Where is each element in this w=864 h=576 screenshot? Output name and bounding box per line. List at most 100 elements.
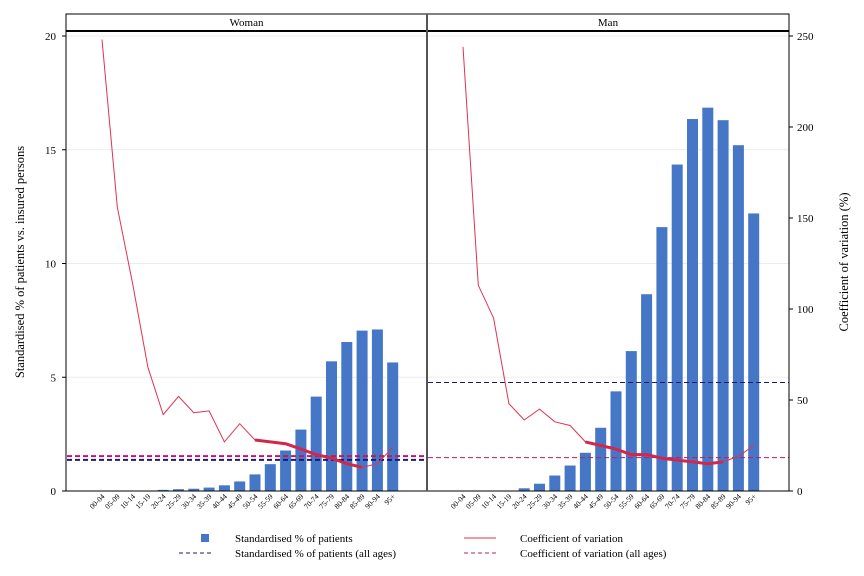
- bar: [188, 488, 200, 491]
- panel-man: 00-0405-0910-1415-1920-2425-2930-3435-39…: [426, 13, 790, 511]
- x-tick-label: 85-89: [709, 492, 728, 511]
- legend-swatch-bars: [201, 534, 209, 542]
- panel-woman: 00-0405-0910-1415-1920-2425-2930-3435-39…: [65, 13, 428, 511]
- legend-label: Standardised % of patients (all ages): [235, 548, 396, 560]
- bar: [748, 213, 760, 491]
- x-tick-label: 40-44: [210, 492, 229, 511]
- legend-item: Standardised % of patients: [201, 533, 353, 545]
- bar: [173, 489, 184, 491]
- x-tick-label: 30-34: [540, 492, 559, 511]
- x-tick-label: 80-84: [332, 492, 351, 511]
- x-tick-label: 45-49: [225, 492, 244, 511]
- bar: [356, 330, 368, 491]
- y-tick-label-left: 0: [51, 486, 57, 498]
- x-tick-label: 20-24: [149, 492, 168, 511]
- x-tick-label: 10-14: [118, 492, 137, 511]
- legend-item: Standardised % of patients (all ages): [179, 548, 396, 560]
- x-tick-label: 20-24: [510, 492, 529, 511]
- y-tick-label-left: 5: [51, 372, 57, 384]
- x-tick-label: 65-69: [287, 492, 306, 511]
- x-tick-label: 15-19: [495, 492, 514, 511]
- y-tick-label-left: 20: [45, 31, 57, 43]
- x-tick-label: 25-29: [525, 492, 544, 511]
- bar: [326, 361, 337, 491]
- panel-title: Woman: [230, 17, 264, 29]
- bar: [280, 450, 292, 491]
- x-tick-label: 95+: [743, 492, 758, 507]
- bar: [203, 487, 215, 491]
- y-axis-title-left: Standardised % of patients vs. insured p…: [13, 146, 27, 378]
- x-tick-label: 35-39: [195, 492, 214, 511]
- x-tick-label: 90-94: [363, 492, 382, 511]
- x-tick-label: 25-29: [164, 492, 183, 511]
- x-tick-label: 60-64: [271, 492, 290, 511]
- x-tick-label: 95+: [382, 492, 397, 507]
- bar: [341, 341, 353, 491]
- bar: [625, 351, 637, 491]
- bar: [717, 120, 729, 492]
- x-tick-label: 55-59: [256, 492, 275, 511]
- x-tick-label: 60-64: [632, 492, 651, 511]
- bar: [310, 396, 322, 491]
- x-tick-label: 05-09: [464, 492, 483, 511]
- x-tick-label: 30-34: [179, 492, 198, 511]
- x-tick-label: 70-74: [663, 492, 682, 511]
- bar: [656, 227, 668, 491]
- y-tick-label-right: 100: [797, 304, 814, 316]
- x-tick-label: 65-69: [648, 492, 667, 511]
- x-tick-label: 00-04: [88, 492, 107, 511]
- y-tick-label-left: 15: [45, 145, 57, 157]
- x-tick-label: 90-94: [724, 492, 743, 511]
- x-tick-label: 70-74: [302, 492, 321, 511]
- bar: [157, 489, 169, 491]
- y-tick-label-right: 50: [797, 395, 809, 407]
- x-tick-label: 75-79: [317, 492, 336, 511]
- bar: [564, 465, 576, 491]
- legend: Standardised % of patients Coefficient of…: [179, 533, 667, 560]
- y-tick-label-right: 150: [797, 213, 814, 225]
- bar: [518, 488, 530, 491]
- bar: [264, 464, 276, 491]
- panel-title: Man: [598, 17, 619, 29]
- x-tick-label: 10-14: [479, 492, 498, 511]
- legend-item: Coefficient of variation: [464, 533, 624, 545]
- x-tick-label: 00-04: [449, 492, 468, 511]
- bar: [641, 294, 653, 491]
- bar: [595, 427, 607, 491]
- bar: [234, 481, 246, 491]
- y-tick-label-left: 10: [45, 259, 57, 271]
- cv-thick-line: [254, 438, 363, 469]
- bar: [549, 475, 561, 491]
- bar: [579, 452, 591, 491]
- cv-thick-line: [585, 440, 724, 466]
- bar: [687, 119, 698, 491]
- x-tick-label: 15-19: [134, 492, 153, 511]
- bar: [249, 474, 261, 491]
- y-tick-label-right: 250: [797, 31, 814, 43]
- x-tick-label: 45-49: [586, 492, 605, 511]
- bar: [371, 329, 383, 491]
- bar: [387, 362, 399, 491]
- y-tick-label-right: 0: [797, 486, 803, 498]
- y-axis-title-right: Coefficient of variation (%): [837, 193, 851, 332]
- bar: [610, 391, 622, 491]
- bar: [671, 164, 683, 491]
- legend-label: Standardised % of patients: [235, 533, 353, 545]
- x-tick-label: 50-54: [241, 492, 260, 511]
- legend-label: Coefficient of variation: [520, 533, 624, 545]
- x-tick-label: 05-09: [103, 492, 122, 511]
- x-tick-label: 85-89: [348, 492, 367, 511]
- x-tick-label: 40-44: [571, 492, 590, 511]
- bar: [534, 483, 545, 491]
- x-tick-label: 35-39: [556, 492, 575, 511]
- bar: [732, 145, 744, 491]
- bar: [218, 485, 230, 491]
- bar: [702, 107, 714, 491]
- y-tick-label-right: 200: [797, 122, 814, 134]
- x-tick-label: 50-54: [602, 492, 621, 511]
- legend-item: Coefficient of variation (all ages): [464, 548, 667, 560]
- legend-label: Coefficient of variation (all ages): [520, 548, 667, 560]
- x-tick-label: 75-79: [678, 492, 697, 511]
